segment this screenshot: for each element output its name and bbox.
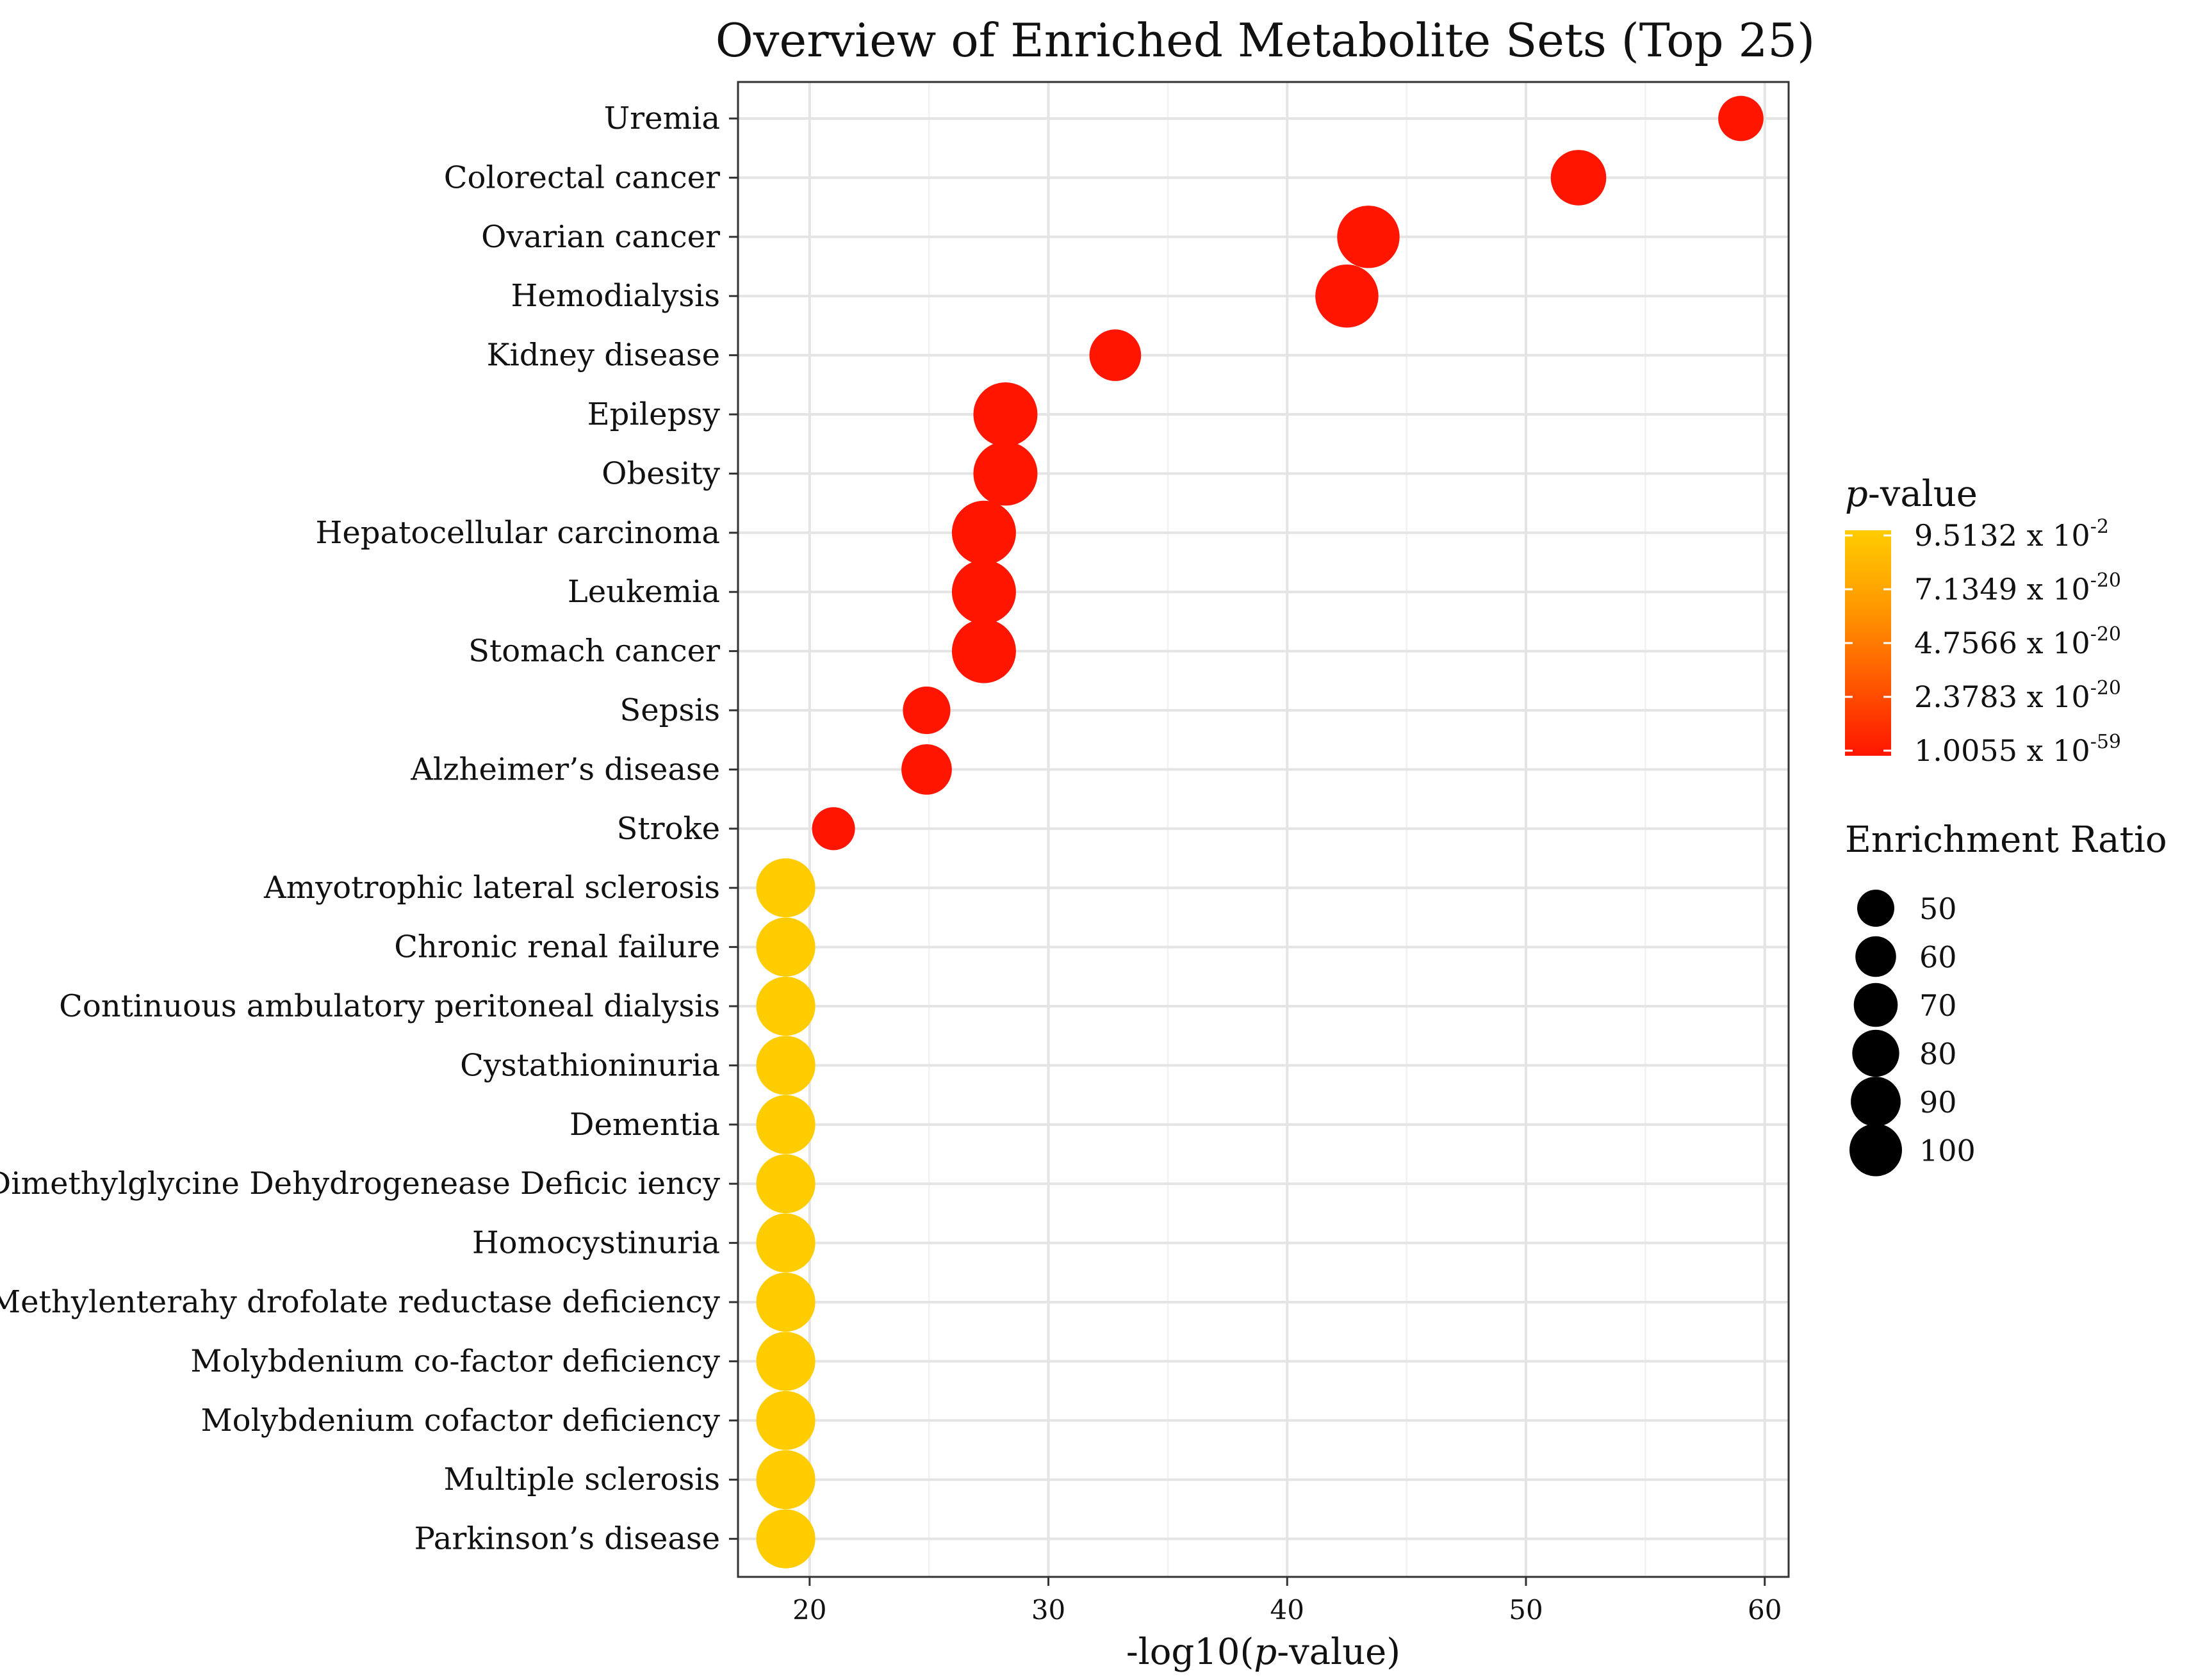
size-legend-dot	[1851, 1077, 1901, 1127]
data-point	[951, 500, 1016, 565]
y-category-label: Cystathioninuria	[460, 1047, 720, 1083]
size-legend-dot	[1849, 1123, 1902, 1177]
y-category-label: Chronic renal failure	[394, 929, 720, 965]
color-legend-label: 7.1349 x 10-20	[1914, 569, 2121, 607]
color-legend-mantissa: 9.5132 x 10	[1914, 518, 2090, 553]
color-legend-mantissa: 2.3783 x 10	[1914, 680, 2090, 714]
color-legend-exponent: -59	[2090, 731, 2121, 753]
y-category-label: Dimethylglycine Dehydrogenease Deficic i…	[0, 1166, 720, 1202]
x-tick-label: 40	[1270, 1594, 1304, 1626]
size-legend-dot	[1855, 936, 1896, 977]
data-point	[756, 1332, 816, 1391]
y-category-label: Uremia	[604, 101, 720, 136]
y-category-label: Parkinson’s disease	[414, 1521, 720, 1557]
y-category-label: Obesity	[602, 455, 720, 491]
y-category-label: Molybdenium cofactor deficiency	[201, 1403, 720, 1439]
data-point	[903, 686, 951, 735]
data-point	[756, 1154, 816, 1214]
enrichment-ratio-size-legend: Enrichment Ratio 50 60 70 80 90 100	[1845, 819, 2167, 1177]
x-tick-label: 60	[1748, 1594, 1782, 1626]
color-legend-exponent: -20	[2090, 623, 2121, 646]
y-category-label: Sepsis	[619, 692, 720, 728]
y-category-label: Molybdenium co-factor deficiency	[190, 1343, 720, 1379]
data-point	[756, 1272, 816, 1332]
data-point	[812, 807, 855, 851]
y-category-label: Multiple sclerosis	[443, 1462, 720, 1497]
size-legend-label: 50	[1919, 892, 1957, 926]
y-category-label: Dementia	[570, 1107, 720, 1143]
size-legend-label: 70	[1919, 988, 1957, 1023]
data-point	[756, 1036, 816, 1095]
size-legend-title: Enrichment Ratio	[1845, 819, 2167, 861]
x-tick-label: 50	[1509, 1594, 1543, 1626]
y-category-label: Methylenterahy drofolate reductase defic…	[0, 1284, 720, 1320]
color-legend-mantissa: 1.0055 x 10	[1914, 733, 2090, 768]
size-legend-label: 90	[1919, 1085, 1957, 1120]
y-category-label: Leukemia	[568, 574, 720, 610]
plot-axes: Uremia Colorectal cancer Ovarian cancer Hem…	[0, 81, 1790, 1673]
data-point	[1550, 150, 1607, 206]
y-category-label: Kidney disease	[487, 338, 720, 373]
chart-title: Overview of Enriched Metabolite Sets (To…	[716, 13, 1815, 67]
data-point	[1337, 206, 1400, 268]
color-legend-mantissa: 4.7566 x 10	[1914, 626, 2090, 660]
data-point	[1315, 264, 1379, 328]
size-legend-label: 100	[1919, 1134, 1976, 1168]
color-legend-title-italic: p	[1845, 473, 1868, 515]
size-legend-dot	[1852, 1029, 1899, 1077]
data-point	[756, 858, 816, 918]
x-axis-title-italic: p	[1254, 1631, 1277, 1673]
y-category-label: Ovarian cancer	[481, 219, 720, 255]
y-category-label: Alzheimer’s disease	[410, 751, 720, 787]
y-category-label: Amyotrophic lateral sclerosis	[263, 870, 720, 906]
y-category-label: Stomach cancer	[468, 633, 720, 669]
color-legend-label: 9.5132 x 10-2	[1914, 516, 2109, 553]
color-legend-exponent: -2	[2090, 516, 2109, 538]
size-legend-label: 60	[1919, 940, 1957, 975]
x-tick-label: 20	[792, 1594, 826, 1626]
y-category-label: Continuous ambulatory peritoneal dialysi…	[59, 988, 720, 1024]
color-legend-exponent: -20	[2090, 677, 2121, 699]
data-point	[973, 382, 1038, 446]
plot-panel-border	[737, 81, 1790, 1578]
x-axis-title-prefix: -log10(	[1126, 1631, 1254, 1673]
y-category-label: Stroke	[616, 811, 720, 847]
data-point	[756, 1095, 816, 1154]
x-tick-label: 30	[1031, 1594, 1065, 1626]
y-category-label: Hemodialysis	[511, 278, 720, 314]
data-point	[951, 619, 1016, 683]
data-point	[1718, 95, 1764, 142]
size-legend-label: 80	[1919, 1037, 1957, 1072]
plot-grid	[738, 82, 1789, 1577]
y-category-label: Homocystinuria	[472, 1225, 720, 1261]
data-point	[756, 976, 816, 1036]
data-point	[756, 1390, 816, 1450]
data-point	[1089, 329, 1142, 381]
data-point	[756, 917, 816, 977]
color-legend-mantissa: 7.1349 x 10	[1914, 572, 2090, 607]
plot-points	[756, 95, 1764, 1569]
color-legend-title-suffix: -value	[1868, 473, 1978, 515]
color-legend-label: 1.0055 x 10-59	[1914, 731, 2121, 768]
size-legend-dot	[1857, 890, 1894, 927]
y-category-label: Colorectal cancer	[444, 159, 720, 195]
y-category-label: Epilepsy	[587, 396, 720, 432]
data-point	[901, 744, 952, 795]
x-axis-title: -log10(p-value)	[1126, 1631, 1400, 1673]
y-category-label: Hepatocellular carcinoma	[316, 515, 721, 551]
data-point	[756, 1213, 816, 1273]
size-legend-dot	[1853, 983, 1898, 1027]
x-axis-title-suffix: -value)	[1277, 1631, 1400, 1673]
data-point	[756, 1509, 816, 1569]
color-legend-label: 2.3783 x 10-20	[1914, 677, 2121, 714]
data-point	[951, 560, 1016, 624]
data-point	[973, 441, 1038, 506]
data-point	[756, 1450, 816, 1510]
color-legend-label: 4.7566 x 10-20	[1914, 623, 2121, 660]
color-legend-title: p-value	[1845, 473, 1978, 515]
color-legend-exponent: -20	[2090, 569, 2121, 592]
